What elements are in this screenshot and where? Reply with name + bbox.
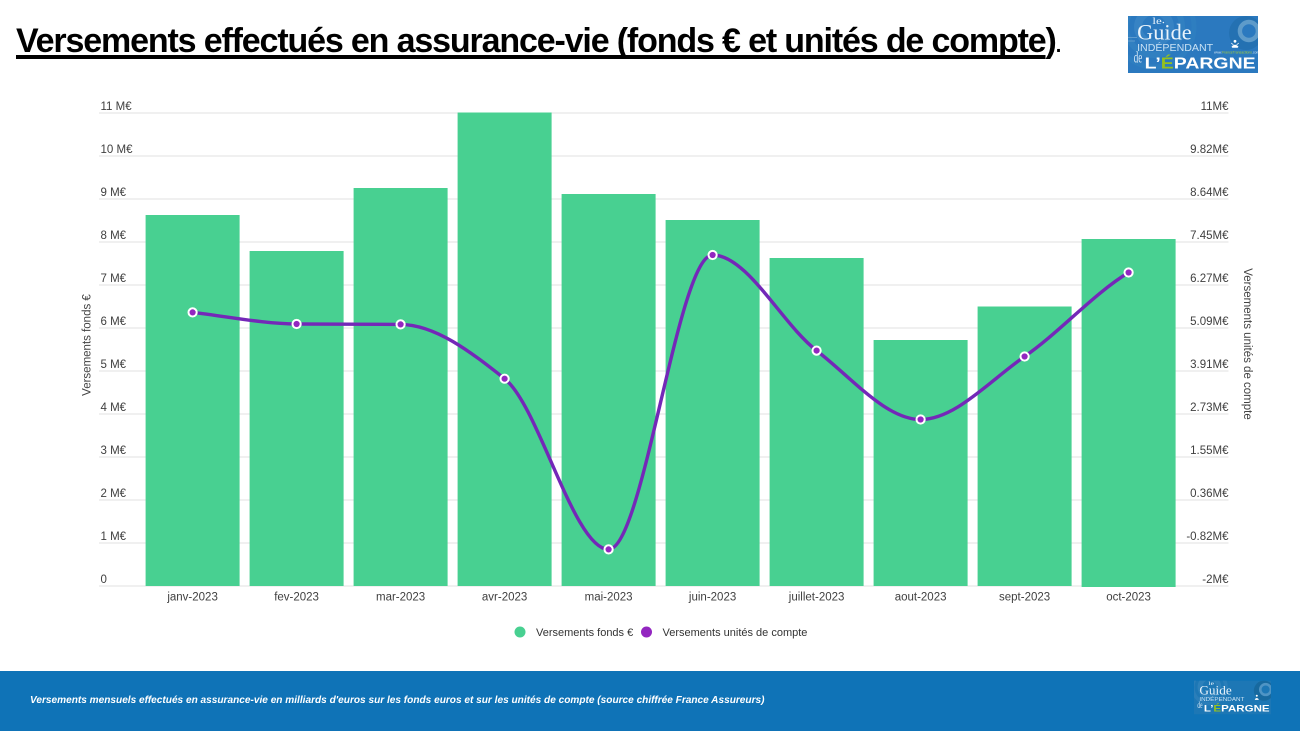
svg-text:7 M€: 7 M€ xyxy=(101,273,127,285)
svg-text:Guide: Guide xyxy=(1199,682,1232,697)
svg-text:3 M€: 3 M€ xyxy=(101,445,127,457)
svg-text:INDÉPENDANT: INDÉPENDANT xyxy=(1137,43,1213,54)
svg-text:0.36M€: 0.36M€ xyxy=(1190,488,1229,500)
svg-text:10 M€: 10 M€ xyxy=(101,144,134,156)
svg-text:Versements fonds €: Versements fonds € xyxy=(82,294,94,396)
svg-text:1 M€: 1 M€ xyxy=(101,531,127,543)
svg-text:11M€: 11M€ xyxy=(1201,101,1230,113)
svg-text:www.FranceTransactions.com: www.FranceTransactions.com xyxy=(1214,51,1258,55)
svg-text:janv-2023: janv-2023 xyxy=(166,592,218,604)
svg-text:8 M€: 8 M€ xyxy=(101,230,127,242)
svg-text:fev-2023: fev-2023 xyxy=(274,592,319,604)
svg-text:7.45M€: 7.45M€ xyxy=(1190,230,1229,242)
svg-text:6 M€: 6 M€ xyxy=(101,316,127,328)
svg-text:4 M€: 4 M€ xyxy=(101,402,127,414)
svg-text:-2M€: -2M€ xyxy=(1202,574,1229,586)
svg-text:de: de xyxy=(1134,50,1143,67)
svg-text:Guide: Guide xyxy=(1137,19,1192,44)
svg-text:mai-2023: mai-2023 xyxy=(585,592,633,604)
svg-text:sept-2023: sept-2023 xyxy=(999,592,1050,604)
svg-text:0: 0 xyxy=(101,574,107,586)
svg-text:mar-2023: mar-2023 xyxy=(376,592,425,604)
svg-text:9 M€: 9 M€ xyxy=(101,187,127,199)
svg-text:L’ÉPARGNE: L’ÉPARGNE xyxy=(1145,54,1256,73)
svg-text:Versements unités de compte: Versements unités de compte xyxy=(663,627,808,639)
svg-text:-0.82M€: -0.82M€ xyxy=(1186,531,1229,543)
svg-text:2 M€: 2 M€ xyxy=(101,488,127,500)
svg-text:5.09M€: 5.09M€ xyxy=(1190,316,1229,328)
svg-text:oct-2023: oct-2023 xyxy=(1106,592,1151,604)
svg-text:8.64M€: 8.64M€ xyxy=(1190,187,1229,199)
svg-text:Versements fonds €: Versements fonds € xyxy=(536,627,633,639)
svg-text:juillet-2023: juillet-2023 xyxy=(788,592,845,604)
svg-text:le: le xyxy=(1152,17,1161,27)
svg-text:6.27M€: 6.27M€ xyxy=(1190,273,1229,285)
svg-text:juin-2023: juin-2023 xyxy=(688,592,736,604)
svg-text:Versements unités de compte: Versements unités de compte xyxy=(1241,268,1253,420)
svg-text:1.55M€: 1.55M€ xyxy=(1190,445,1229,457)
svg-text:5 M€: 5 M€ xyxy=(101,359,127,371)
svg-text:de: de xyxy=(1197,700,1202,710)
svg-text:3.91M€: 3.91M€ xyxy=(1190,359,1229,371)
svg-text:11 M€: 11 M€ xyxy=(101,101,133,113)
svg-text:9.82M€: 9.82M€ xyxy=(1190,144,1229,156)
svg-text:avr-2023: avr-2023 xyxy=(482,592,527,604)
svg-text:aout-2023: aout-2023 xyxy=(895,592,947,604)
svg-text:INDÉPENDANT: INDÉPENDANT xyxy=(1199,696,1245,703)
svg-text:2.73M€: 2.73M€ xyxy=(1190,402,1229,414)
svg-text:le: le xyxy=(1208,681,1214,687)
svg-text:L’ÉPARGNE: L’ÉPARGNE xyxy=(1204,704,1270,715)
